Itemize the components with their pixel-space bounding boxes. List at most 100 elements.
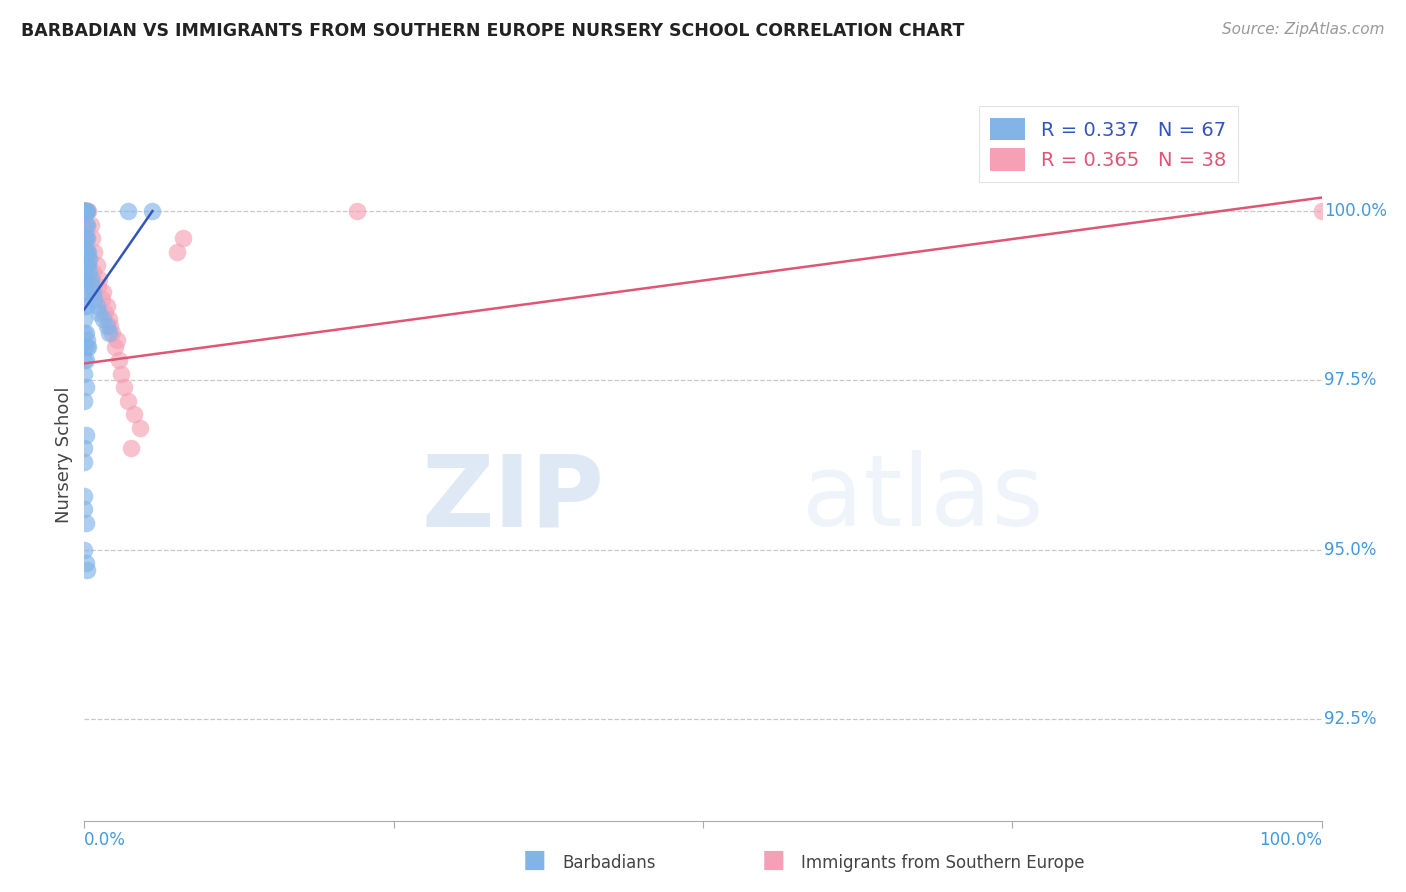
Point <box>75 204 97 219</box>
Point <box>98 312 121 326</box>
Point <box>94 306 117 320</box>
Point <box>77 272 100 286</box>
Point <box>117 393 139 408</box>
Text: atlas: atlas <box>801 450 1043 548</box>
Point <box>87 278 110 293</box>
Point <box>89 272 111 286</box>
Point <box>120 441 142 455</box>
Point <box>141 204 163 219</box>
Point <box>117 204 139 219</box>
Point <box>73 258 96 272</box>
Point <box>75 218 97 232</box>
Point <box>108 353 131 368</box>
Point <box>75 204 97 219</box>
Point <box>73 204 96 219</box>
Point <box>86 258 108 272</box>
Point <box>75 231 97 245</box>
Point <box>73 204 96 219</box>
Point <box>77 204 100 219</box>
Point <box>98 326 121 340</box>
Point <box>83 292 105 306</box>
Point <box>73 299 96 313</box>
Point <box>75 380 97 394</box>
Point <box>73 204 96 219</box>
Point <box>73 272 96 286</box>
Point <box>1310 204 1333 219</box>
Point <box>90 292 112 306</box>
Text: Immigrants from Southern Europe: Immigrants from Southern Europe <box>801 855 1085 872</box>
Point <box>76 204 98 219</box>
Point <box>73 502 96 516</box>
Point <box>73 326 96 340</box>
Point <box>73 204 96 219</box>
Point <box>110 367 132 381</box>
Point <box>73 455 96 469</box>
Point <box>75 272 97 286</box>
Point <box>89 306 111 320</box>
Point <box>83 244 105 259</box>
Point <box>129 421 152 435</box>
Point <box>76 333 98 347</box>
Text: Source: ZipAtlas.com: Source: ZipAtlas.com <box>1222 22 1385 37</box>
Point <box>75 204 97 219</box>
Point <box>75 285 97 300</box>
Point <box>73 441 96 455</box>
Point <box>73 238 96 252</box>
Point <box>75 427 97 442</box>
Text: ■: ■ <box>523 848 546 872</box>
Point <box>91 285 114 300</box>
Text: 97.5%: 97.5% <box>1324 371 1376 390</box>
Point <box>80 231 103 245</box>
Point <box>75 231 97 245</box>
Text: 95.0%: 95.0% <box>1324 541 1376 558</box>
Text: 92.5%: 92.5% <box>1324 710 1376 728</box>
Text: ZIP: ZIP <box>422 450 605 548</box>
Point <box>105 333 128 347</box>
Point <box>75 204 97 219</box>
Point <box>77 340 100 354</box>
Y-axis label: Nursery School: Nursery School <box>55 386 73 524</box>
Point <box>79 252 101 266</box>
Point <box>73 204 96 219</box>
Point <box>82 285 104 300</box>
Point <box>76 204 98 219</box>
Point <box>73 204 96 219</box>
Point <box>73 340 96 354</box>
Point <box>75 353 97 368</box>
Point <box>96 299 118 313</box>
Point <box>75 244 97 259</box>
Point <box>73 204 96 219</box>
Point <box>79 218 101 232</box>
Point <box>76 244 98 259</box>
Point <box>73 312 96 326</box>
Point <box>75 556 97 570</box>
Point <box>86 299 108 313</box>
Point <box>77 258 100 272</box>
Point <box>96 319 118 334</box>
Point <box>172 231 194 245</box>
Point <box>79 272 101 286</box>
Point <box>82 265 104 279</box>
Point <box>76 231 98 245</box>
Point <box>75 326 97 340</box>
Point <box>73 204 96 219</box>
Text: ■: ■ <box>762 848 785 872</box>
Point <box>76 258 98 272</box>
Point <box>79 265 101 279</box>
Point <box>73 244 96 259</box>
Point <box>98 319 121 334</box>
Point <box>76 258 98 272</box>
Point <box>73 367 96 381</box>
Point <box>76 563 98 577</box>
Point <box>112 380 135 394</box>
Point <box>73 218 96 232</box>
Point <box>104 340 127 354</box>
Point <box>166 244 188 259</box>
Point <box>346 204 368 219</box>
Point <box>75 258 97 272</box>
Point <box>73 204 96 219</box>
Text: 0.0%: 0.0% <box>84 830 127 849</box>
Point <box>122 407 145 421</box>
Point <box>79 252 101 266</box>
Text: BARBADIAN VS IMMIGRANTS FROM SOUTHERN EUROPE NURSERY SCHOOL CORRELATION CHART: BARBADIAN VS IMMIGRANTS FROM SOUTHERN EU… <box>21 22 965 40</box>
